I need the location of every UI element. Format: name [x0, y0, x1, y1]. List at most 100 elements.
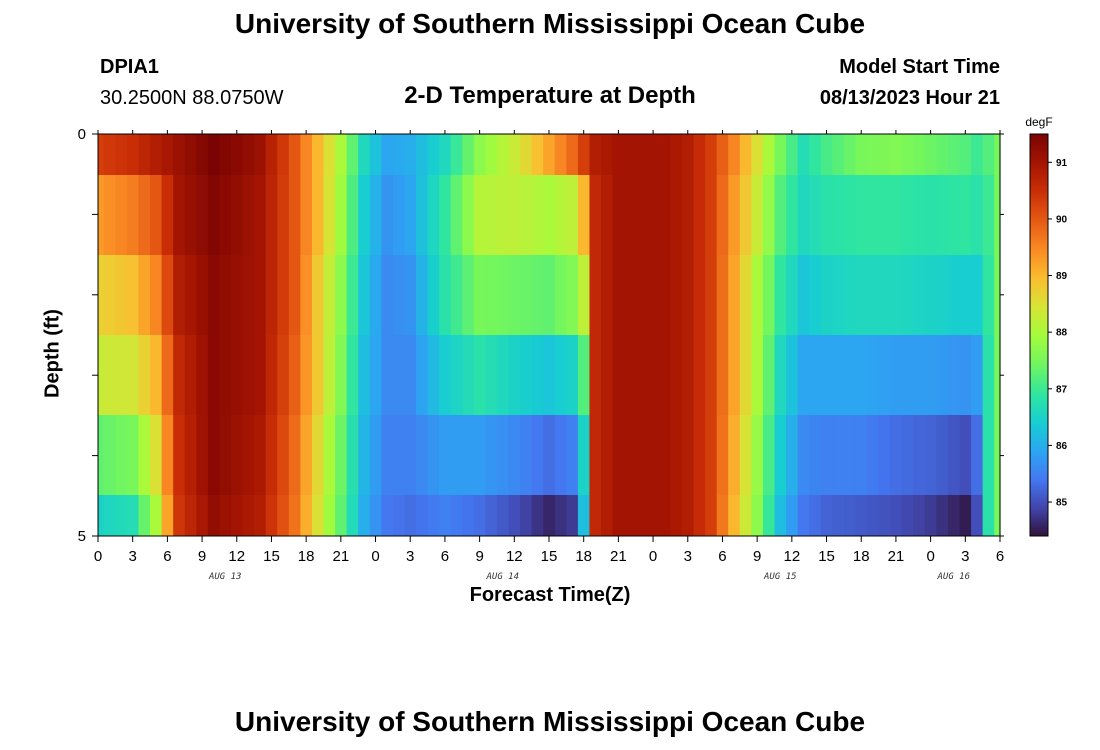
heatmap-cell	[207, 415, 221, 495]
heatmap-cell	[809, 255, 822, 335]
heatmap-cell	[832, 175, 845, 255]
heatmap-cell	[520, 134, 533, 175]
heatmap-cell	[150, 255, 163, 335]
heatmap-cell	[705, 495, 718, 536]
heatmap-cell	[300, 175, 313, 255]
heatmap-cell	[797, 495, 810, 536]
heatmap-cell	[138, 255, 151, 335]
colorbar-tick-label: 91	[1056, 158, 1068, 169]
heatmap-cell	[427, 175, 440, 255]
heatmap-cell	[98, 495, 105, 536]
heatmap-cell	[774, 495, 787, 536]
x-tick-label: 18	[853, 548, 870, 565]
heatmap-cell	[624, 495, 637, 536]
heatmap-cell	[265, 175, 278, 255]
heatmap-cell	[635, 335, 648, 415]
heatmap-cell	[115, 175, 128, 255]
heatmap-cell	[797, 335, 810, 415]
heatmap-cell	[832, 255, 845, 335]
y-tick-label: 0	[78, 126, 86, 143]
heatmap-cell	[392, 415, 406, 495]
heatmap-cell	[230, 134, 244, 175]
heatmap-cell	[196, 255, 209, 335]
heatmap-cell	[577, 175, 591, 255]
heatmap-cell	[496, 335, 510, 415]
heatmap-cell	[473, 255, 486, 335]
heatmap-cell	[647, 495, 660, 536]
colorbar: degF 85 86 87 88 89 90 91	[1025, 115, 1068, 537]
heatmap-cell	[705, 134, 718, 175]
heatmap-cell	[855, 255, 868, 335]
heatmap-cell	[300, 495, 313, 536]
heatmap-cell	[554, 335, 567, 415]
heatmap-cell	[936, 415, 949, 495]
x-tick-label: 15	[541, 548, 558, 565]
heatmap-cell	[126, 175, 140, 255]
heatmap-cell	[230, 415, 244, 495]
heatmap-cell	[751, 175, 764, 255]
heatmap-cell	[323, 134, 336, 175]
heatmap-cell	[115, 335, 128, 415]
heatmap-cell	[138, 134, 151, 175]
heatmap-cell	[254, 134, 267, 175]
x-tick-label: 0	[649, 548, 657, 565]
chart-title: 2-D Temperature at Depth	[404, 82, 696, 109]
heatmap-cell	[820, 134, 833, 175]
heatmap-cell	[647, 134, 660, 175]
heatmap-cell	[520, 415, 533, 495]
heatmap-cell	[207, 175, 221, 255]
heatmap-cell	[508, 175, 521, 255]
heatmap-cell	[786, 134, 799, 175]
heatmap-cell	[843, 495, 857, 536]
heatmap-cell	[716, 134, 729, 175]
heatmap-cell	[554, 415, 567, 495]
x-tick-label: 3	[684, 548, 692, 565]
heatmap-cell	[103, 495, 116, 536]
heatmap-cell	[994, 495, 1001, 536]
heatmap-cell	[913, 335, 926, 415]
heatmap-cell	[878, 415, 891, 495]
heatmap-cell	[739, 175, 752, 255]
heatmap-cell	[311, 175, 325, 255]
heatmap-cell	[913, 255, 926, 335]
heatmap-cell	[924, 255, 937, 335]
heatmap-cell	[126, 134, 140, 175]
heatmap-cell	[971, 495, 984, 536]
heatmap-cell	[936, 175, 949, 255]
heatmap-cell	[612, 134, 625, 175]
heatmap-cell	[277, 134, 290, 175]
heatmap-cell	[809, 335, 822, 415]
heatmap-cell	[219, 335, 232, 415]
x-tick-label: 21	[333, 548, 350, 565]
heatmap-cell	[335, 335, 348, 415]
heatmap-cell	[150, 134, 163, 175]
x-tick-label: 9	[475, 548, 483, 565]
heatmap-cell	[369, 134, 382, 175]
heatmap-cell	[924, 175, 937, 255]
day-label: AUG 13	[208, 572, 242, 582]
heatmap-cell	[126, 255, 140, 335]
heatmap-cell	[439, 335, 452, 415]
station-id: DPIA1	[100, 56, 159, 78]
heatmap-cell	[601, 415, 614, 495]
heatmap-cell	[173, 134, 186, 175]
x-axis-label: Forecast Time(Z)	[469, 584, 631, 606]
heatmap-cell	[739, 255, 752, 335]
heatmap-cell	[496, 255, 510, 335]
heatmap-cell	[901, 415, 914, 495]
heatmap-cell	[947, 495, 961, 536]
heatmap-cell	[554, 255, 567, 335]
heatmap-cell	[138, 495, 151, 536]
x-tick-label: 6	[996, 548, 1004, 565]
heatmap-cell	[705, 175, 718, 255]
heatmap-cell	[473, 495, 486, 536]
heatmap-cell	[878, 335, 891, 415]
heatmap-cell	[416, 255, 429, 335]
heatmap-cell	[462, 134, 475, 175]
heatmap-cell	[739, 335, 752, 415]
heatmap-cell	[751, 495, 764, 536]
heatmap-cell	[647, 415, 660, 495]
heatmap-cell	[126, 415, 140, 495]
heatmap-cell	[867, 415, 880, 495]
heatmap-cell	[300, 335, 313, 415]
